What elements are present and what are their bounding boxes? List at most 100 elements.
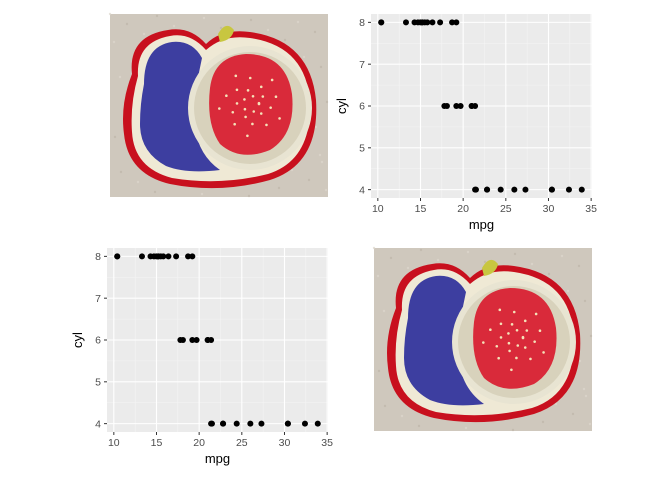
x-tick-label: 15 [151, 437, 163, 449]
x-tick-label: 25 [236, 437, 248, 449]
data-point [453, 19, 460, 26]
fabric-texture [313, 30, 317, 34]
fig-seed [278, 117, 281, 120]
fig-seed [515, 356, 518, 360]
data-point [173, 253, 180, 260]
fabric-texture [511, 428, 515, 432]
data-point [208, 337, 215, 343]
fig-seed [218, 107, 221, 110]
x-tick-label: 30 [279, 437, 291, 449]
fabric-texture [578, 359, 582, 363]
data-point [165, 253, 172, 260]
fabric-texture [219, 26, 223, 30]
fig-seed [235, 102, 239, 105]
data-point [138, 253, 145, 260]
data-point [220, 420, 227, 427]
x-tick-label: 10 [108, 437, 120, 449]
fig-seed [274, 95, 278, 99]
fabric-texture [577, 264, 581, 268]
fabric-texture [302, 55, 306, 59]
fabric-texture [249, 18, 253, 22]
fig-seed [533, 340, 536, 343]
fig-seed [482, 341, 485, 344]
data-point [497, 186, 504, 193]
fabric-texture [324, 188, 328, 192]
fabric-texture [466, 250, 470, 254]
fabric-texture [247, 194, 251, 198]
y-tick-label: 6 [95, 335, 101, 347]
fabric-texture [541, 420, 545, 424]
data-point [472, 186, 479, 193]
fig-seed [246, 134, 249, 138]
data-point [484, 186, 491, 193]
fig-seed [251, 94, 255, 98]
data-point [208, 420, 215, 427]
data-point [417, 19, 424, 26]
fig-seed [269, 106, 272, 109]
data-point [424, 19, 431, 26]
data-point [301, 420, 308, 427]
fig-seed [529, 357, 532, 361]
fig-seed [498, 308, 502, 312]
fabric-texture [383, 404, 387, 408]
fabric-texture [307, 178, 311, 182]
fig-seed [523, 346, 527, 349]
fabric-texture [113, 135, 117, 139]
fabric-texture [320, 160, 324, 164]
fig-seed [489, 328, 492, 331]
fig-seed [231, 110, 235, 114]
y-tick-label: 5 [359, 143, 365, 155]
x-tick-label: 35 [321, 437, 333, 449]
data-point [565, 186, 572, 193]
fabric-texture [382, 309, 386, 313]
fig-seed [251, 122, 254, 126]
fabric-texture [436, 258, 440, 262]
data-point [314, 420, 321, 427]
data-point [402, 19, 409, 26]
fig-seed [257, 101, 261, 105]
data-point [548, 186, 555, 193]
x-axis-title: mpg [469, 217, 494, 232]
fabric-texture [547, 272, 551, 276]
fabric-texture [582, 387, 586, 391]
fabric-texture [155, 14, 159, 18]
fabric-texture [118, 75, 122, 79]
fig-seed [507, 341, 511, 345]
fig-seed [270, 78, 274, 82]
fig-patch-image-top-left [108, 12, 329, 198]
fig-seed [542, 351, 545, 354]
data-point [457, 103, 464, 109]
fig-seed [248, 76, 252, 80]
fig-seed [515, 328, 519, 332]
fabric-texture [566, 289, 570, 293]
fig-seed [508, 349, 511, 353]
y-tick-label: 8 [359, 17, 365, 29]
x-tick-label: 25 [500, 203, 512, 215]
y-tick-label: 5 [95, 377, 101, 389]
fabric-texture [483, 260, 487, 264]
fig-seed [234, 74, 238, 78]
fig-seed [538, 329, 542, 333]
fig-seed [534, 312, 538, 316]
fabric-texture [319, 65, 323, 69]
y-tick-label: 6 [359, 101, 365, 113]
fabric-texture [554, 402, 558, 406]
fig-seed [510, 323, 514, 326]
fabric-texture [202, 16, 206, 20]
data-point [511, 186, 518, 193]
fabric-texture [283, 38, 287, 42]
x-tick-label: 20 [457, 203, 469, 215]
data-point [472, 103, 479, 109]
data-point [160, 253, 167, 260]
fig-seed [235, 88, 239, 92]
fabric-texture [372, 246, 376, 250]
data-point [189, 337, 196, 343]
fig-seed [521, 335, 525, 339]
fig-seed [246, 89, 250, 92]
fabric-texture [583, 299, 587, 303]
x-tick-label: 35 [585, 203, 597, 215]
fabric-texture [376, 274, 380, 278]
x-tick-label: 15 [415, 203, 427, 215]
fig-seed [499, 336, 503, 339]
